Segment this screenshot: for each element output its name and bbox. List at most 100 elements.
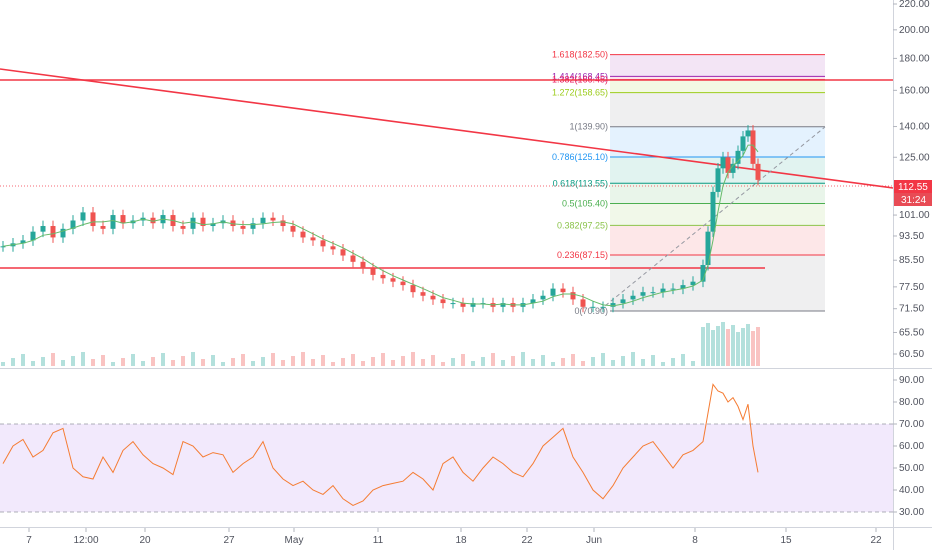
fib-zone-fill [610, 54, 825, 77]
moving-average-line [2, 144, 759, 307]
volume-bar [461, 354, 465, 366]
rsi-tick-label: 70.00 [899, 419, 924, 430]
volume-bar [411, 352, 415, 366]
volume-bar [746, 324, 750, 366]
volume-bar [511, 356, 515, 366]
candle-body [710, 191, 716, 232]
fib-trend-guide[interactable] [599, 126, 826, 311]
time-tick-label: Jun [586, 535, 602, 546]
volume-bar [661, 362, 665, 366]
candle-body [280, 220, 286, 227]
candle-body [0, 246, 6, 248]
rsi-band [0, 424, 893, 512]
volume-bar [301, 352, 305, 366]
time-tick-label: 15 [780, 535, 792, 546]
volume-bar [311, 359, 315, 366]
volume-bar [706, 323, 710, 366]
price-pane[interactable] [0, 0, 893, 368]
fib-level-label: 0.5(105.40) [562, 199, 608, 209]
candle-body [690, 281, 696, 286]
volume-bar [421, 359, 425, 366]
candle-body [380, 274, 386, 279]
volume-bar [271, 353, 275, 366]
candle-body [80, 212, 86, 221]
volume-bar [191, 352, 195, 366]
volume-bar [81, 352, 85, 366]
rsi-tick-label: 90.00 [899, 375, 924, 386]
volume-bar [641, 359, 645, 366]
candle-body [110, 215, 116, 229]
candle-body [725, 157, 731, 173]
descending-trendline[interactable] [0, 68, 894, 189]
time-tick-label: 27 [223, 535, 235, 546]
candle-body [260, 217, 266, 224]
candle-body [300, 231, 306, 238]
rsi-axis[interactable]: 90.00 80.00 70.00 60.00 50.00 40.00 30.00 [893, 375, 924, 518]
rsi-tick-label: 80.00 [899, 397, 924, 408]
candle-body [715, 168, 721, 192]
volume-bar [71, 356, 75, 366]
volume-bar [491, 353, 495, 366]
volume-bar [321, 355, 325, 366]
time-tick-label: 20 [139, 535, 151, 546]
volume-bar [541, 355, 545, 366]
candle-body [120, 215, 126, 224]
volume-bars [1, 322, 760, 366]
volume-bar [121, 358, 125, 366]
price-tick-label: 101.00 [899, 210, 930, 221]
fibonacci-retracement[interactable]: 1.618(182.50)1.414(168.45)1.382(166.45)1… [552, 50, 825, 316]
candle-body [100, 226, 106, 229]
volume-bar [581, 361, 585, 366]
volume-bar [711, 330, 715, 366]
volume-bar [631, 352, 635, 366]
price-tick-label: 220.00 [899, 0, 930, 10]
fib-level-label: 0.618(113.55) [553, 178, 608, 188]
drawn-trendlines[interactable] [0, 68, 894, 311]
fib-zone-fill [610, 255, 825, 311]
volume-bar [431, 355, 435, 366]
candle-body [60, 228, 66, 238]
volume-bar [251, 361, 255, 366]
candle-body [30, 231, 36, 241]
volume-bar [101, 355, 105, 366]
price-tick-label: 77.50 [899, 282, 924, 293]
candle-body [240, 226, 246, 229]
fib-level-label: 1.272(158.65) [552, 88, 608, 98]
candle-body [560, 288, 566, 293]
price-tick-label: 71.50 [899, 304, 924, 315]
volume-bar [331, 362, 335, 366]
candle-body [70, 220, 76, 229]
volume-bar [401, 356, 405, 366]
fib-level-label: 0.786(125.10) [552, 152, 608, 162]
candle-body [500, 303, 506, 307]
candle-body [320, 240, 326, 247]
volume-bar [381, 353, 385, 366]
volume-bar [61, 360, 65, 366]
volume-bar [21, 354, 25, 366]
time-tick-label: 11 [373, 535, 384, 546]
volume-bar [1, 362, 5, 366]
candle-body [620, 299, 626, 304]
volume-bar [371, 357, 375, 366]
time-tick-label: 7 [26, 535, 32, 546]
time-axis[interactable]: 7 12:00 20 27 May 11 18 22 Jun 8 15 22 [26, 528, 882, 546]
volume-bar [716, 326, 720, 366]
time-tick-label: 18 [455, 535, 467, 546]
candle-body [750, 130, 756, 164]
volume-bar [561, 358, 565, 366]
price-tick-label: 125.00 [899, 152, 930, 163]
volume-bar [751, 331, 755, 366]
volume-bar [161, 353, 165, 366]
rsi-tick-label: 30.00 [899, 507, 924, 518]
rsi-tick-label: 40.00 [899, 485, 924, 496]
fib-zone-fill [610, 92, 825, 127]
candle-body [755, 163, 761, 180]
price-tick-label: 60.50 [899, 349, 924, 360]
volume-bar [731, 325, 735, 366]
volume-bar [551, 362, 555, 366]
price-axis[interactable]: 220.00 200.00 180.00 160.00 140.00 125.00 101.… [893, 0, 930, 360]
candle-body [200, 217, 206, 227]
candle-body [330, 246, 336, 250]
volume-bar [621, 356, 625, 366]
